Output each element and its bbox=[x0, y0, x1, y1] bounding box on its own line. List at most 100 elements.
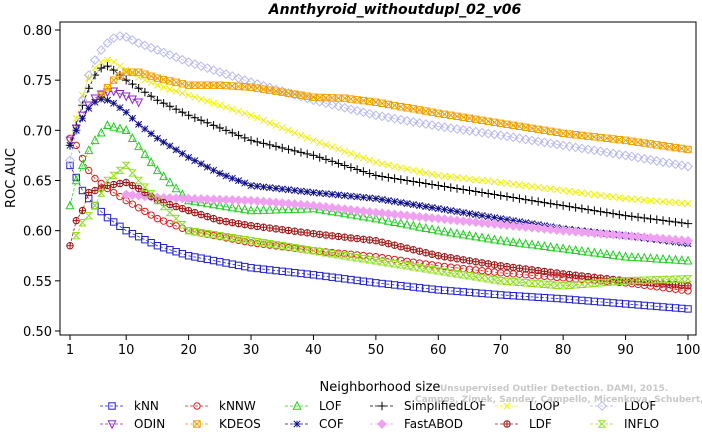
data-point bbox=[639, 232, 650, 243]
data-point bbox=[178, 150, 186, 158]
data-point bbox=[652, 276, 662, 284]
data-point bbox=[128, 169, 137, 177]
legend-label: KDEOS bbox=[219, 417, 261, 431]
data-point bbox=[402, 176, 412, 185]
data-point bbox=[352, 205, 363, 216]
data-point bbox=[240, 133, 249, 143]
data-point bbox=[590, 273, 599, 281]
data-point bbox=[483, 233, 493, 243]
data-point bbox=[103, 61, 112, 71]
data-point bbox=[603, 192, 611, 200]
data-point bbox=[358, 211, 368, 221]
data-point bbox=[185, 153, 193, 161]
data-point bbox=[152, 196, 162, 205]
data-point bbox=[296, 148, 306, 157]
data-point bbox=[377, 208, 388, 219]
legend-label: LOF bbox=[319, 399, 342, 413]
data-point bbox=[302, 200, 313, 210]
data-point bbox=[390, 174, 399, 183]
data-point bbox=[153, 96, 162, 105]
data-point bbox=[465, 175, 474, 183]
data-point bbox=[540, 280, 549, 289]
data-point bbox=[291, 186, 299, 194]
data-point bbox=[615, 210, 624, 219]
data-point bbox=[252, 205, 262, 215]
data-point bbox=[321, 205, 331, 215]
data-point bbox=[446, 269, 456, 277]
data-point bbox=[96, 127, 106, 137]
data-point bbox=[159, 244, 168, 252]
data-point bbox=[377, 111, 388, 122]
data-point bbox=[141, 70, 149, 78]
data-point bbox=[365, 212, 375, 222]
data-point bbox=[85, 104, 93, 112]
data-point bbox=[484, 177, 492, 185]
data-point bbox=[328, 190, 336, 198]
data-point bbox=[289, 199, 300, 209]
data-point bbox=[576, 143, 587, 154]
data-point bbox=[495, 219, 506, 230]
data-point bbox=[296, 245, 306, 253]
data-point bbox=[583, 246, 593, 256]
data-point bbox=[315, 153, 324, 162]
data-point bbox=[534, 125, 542, 134]
series-layer bbox=[65, 31, 693, 313]
data-point bbox=[327, 206, 337, 216]
data-point bbox=[185, 91, 193, 99]
legend-marker bbox=[377, 401, 387, 411]
data-point bbox=[196, 194, 206, 204]
data-point bbox=[97, 95, 105, 103]
data-point bbox=[552, 200, 562, 209]
data-point bbox=[534, 183, 542, 191]
data-point bbox=[247, 83, 255, 91]
y-tick-label: 0.65 bbox=[23, 175, 52, 190]
data-point bbox=[608, 209, 618, 218]
data-point bbox=[509, 217, 517, 225]
data-point bbox=[266, 224, 274, 232]
data-point bbox=[272, 225, 280, 233]
data-point bbox=[278, 124, 286, 132]
data-point bbox=[127, 35, 138, 45]
data-point bbox=[103, 213, 112, 222]
data-point bbox=[527, 279, 537, 288]
data-point bbox=[246, 205, 256, 215]
data-point bbox=[440, 226, 450, 236]
chart-title: Annthyroid_withoutdupl_02_v06 bbox=[268, 2, 522, 18]
data-point bbox=[633, 213, 643, 222]
data-point bbox=[202, 198, 212, 208]
data-point bbox=[177, 193, 188, 204]
data-point bbox=[601, 147, 612, 158]
data-point bbox=[478, 259, 486, 267]
data-point bbox=[614, 230, 625, 241]
data-point bbox=[209, 230, 218, 239]
watermark-line-2: Campos, Zimek, Sander, Campello, Micenko… bbox=[415, 395, 702, 405]
data-point bbox=[284, 226, 293, 235]
data-point bbox=[297, 187, 305, 195]
data-point bbox=[178, 89, 186, 97]
data-point bbox=[291, 227, 299, 235]
data-point bbox=[377, 172, 387, 181]
data-point bbox=[547, 185, 555, 193]
axis-ticks: 1 10 20 30 40 50 60 70 80 90 100 0.50 0.55 0.60 0.65 0.… bbox=[23, 24, 700, 358]
data-point bbox=[333, 101, 344, 112]
data-point bbox=[515, 278, 524, 287]
data-point bbox=[109, 65, 118, 75]
data-point bbox=[522, 182, 530, 190]
data-point bbox=[327, 99, 338, 110]
data-point bbox=[452, 215, 462, 226]
data-point bbox=[284, 243, 293, 251]
data-point bbox=[583, 144, 594, 155]
data-point bbox=[658, 253, 668, 263]
data-point bbox=[589, 279, 599, 288]
data-point bbox=[309, 136, 318, 144]
data-point bbox=[90, 55, 100, 66]
data-point bbox=[109, 121, 119, 131]
data-point bbox=[633, 276, 643, 285]
legend-marker bbox=[503, 402, 511, 410]
legend-item-odin: ODIN bbox=[100, 417, 165, 431]
data-point bbox=[341, 191, 349, 200]
data-point bbox=[477, 127, 487, 138]
data-point bbox=[221, 232, 231, 241]
data-point bbox=[452, 228, 462, 238]
data-point bbox=[552, 225, 562, 235]
